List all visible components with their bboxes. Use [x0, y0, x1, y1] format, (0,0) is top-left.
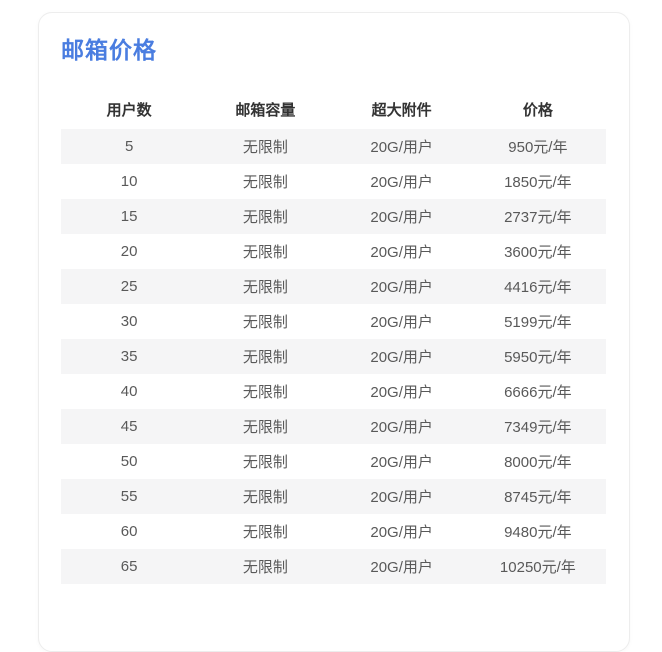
table-row: 30 无限制 20G/用户 5199元/年: [61, 304, 606, 339]
table-cell: 55: [120, 488, 138, 505]
table-cell: 无限制: [242, 244, 288, 261]
table-row: 15 无限制 20G/用户 2737元/年: [61, 199, 606, 234]
table-cell: 15: [120, 208, 138, 225]
table-cell: 无限制: [242, 384, 288, 401]
table-cell: 6666元/年: [504, 384, 572, 401]
table-cell: 10: [120, 173, 138, 190]
table-row: 65 无限制 20G/用户 10250元/年: [61, 549, 606, 584]
pricing-card: 邮箱价格 用户数 邮箱容量 超大附件 价格 5 无限制 20G/用户 950元/年 10…: [38, 12, 630, 652]
table-cell: 20G/用户: [370, 174, 433, 191]
table-row: 5 无限制 20G/用户 950元/年: [61, 129, 606, 164]
table-row: 35 无限制 20G/用户 5950元/年: [61, 339, 606, 374]
table-cell: 无限制: [242, 489, 288, 506]
table-cell: 无限制: [242, 314, 288, 331]
table-header-row: 用户数 邮箱容量 超大附件 价格: [61, 89, 606, 129]
table-cell: 20G/用户: [370, 454, 433, 471]
table-cell: 无限制: [242, 559, 288, 576]
table-cell: 20G/用户: [370, 139, 433, 156]
table-cell: 无限制: [242, 454, 288, 471]
table-row: 10 无限制 20G/用户 1850元/年: [61, 164, 606, 199]
table-cell: 3600元/年: [504, 244, 572, 261]
table-cell: 35: [120, 348, 138, 365]
table-cell: 无限制: [242, 419, 288, 436]
col-header-capacity: 邮箱容量: [235, 101, 296, 119]
table-cell: 9480元/年: [504, 524, 572, 541]
table-cell: 无限制: [242, 524, 288, 541]
table-row: 60 无限制 20G/用户 9480元/年: [61, 514, 606, 549]
table-cell: 65: [120, 558, 138, 575]
table-cell: 无限制: [242, 174, 288, 191]
table-cell: 1850元/年: [504, 174, 572, 191]
table-cell: 20G/用户: [370, 419, 433, 436]
table-cell: 45: [120, 418, 138, 435]
table-cell: 40: [120, 383, 138, 400]
table-cell: 7349元/年: [504, 419, 572, 436]
table-row: 45 无限制 20G/用户 7349元/年: [61, 409, 606, 444]
table-cell: 20G/用户: [370, 489, 433, 506]
table-cell: 4416元/年: [504, 279, 572, 296]
table-cell: 60: [120, 523, 138, 540]
table-cell: 20G/用户: [370, 209, 433, 226]
table-cell: 20G/用户: [370, 349, 433, 366]
table-cell: 无限制: [242, 209, 288, 226]
col-header-users: 用户数: [106, 101, 152, 119]
table-cell: 2737元/年: [504, 209, 572, 226]
table-cell: 25: [120, 278, 138, 295]
table-cell: 5950元/年: [504, 349, 572, 366]
col-header-price: 价格: [522, 101, 553, 119]
table-cell: 20G/用户: [370, 314, 433, 331]
table-cell: 950元/年: [508, 139, 568, 156]
table-cell: 无限制: [242, 349, 288, 366]
table-cell: 20G/用户: [370, 559, 433, 576]
pricing-table: 用户数 邮箱容量 超大附件 价格 5 无限制 20G/用户 950元/年 10 无限制 20…: [61, 89, 606, 584]
table-cell: 10250元/年: [499, 559, 576, 576]
table-cell: 8000元/年: [504, 454, 572, 471]
table-row: 40 无限制 20G/用户 6666元/年: [61, 374, 606, 409]
table-cell: 20G/用户: [370, 279, 433, 296]
page-title: 邮箱价格: [61, 37, 157, 63]
table-cell: 50: [120, 453, 138, 470]
col-header-attachment: 超大附件: [371, 101, 432, 119]
table-row: 55 无限制 20G/用户 8745元/年: [61, 479, 606, 514]
table-body: 5 无限制 20G/用户 950元/年 10 无限制 20G/用户 1850元/年 15 无限制 2…: [61, 129, 606, 584]
table-cell: 8745元/年: [504, 489, 572, 506]
table-cell: 5: [124, 138, 134, 155]
table-cell: 无限制: [242, 139, 288, 156]
table-cell: 30: [120, 313, 138, 330]
table-cell: 20G/用户: [370, 244, 433, 261]
table-cell: 20G/用户: [370, 384, 433, 401]
table-row: 50 无限制 20G/用户 8000元/年: [61, 444, 606, 479]
table-cell: 20G/用户: [370, 524, 433, 541]
table-row: 25 无限制 20G/用户 4416元/年: [61, 269, 606, 304]
table-cell: 无限制: [242, 279, 288, 296]
table-cell: 5199元/年: [504, 314, 572, 331]
table-cell: 20: [120, 243, 138, 260]
table-row: 20 无限制 20G/用户 3600元/年: [61, 234, 606, 269]
table-head: 用户数 邮箱容量 超大附件 价格: [61, 89, 606, 129]
